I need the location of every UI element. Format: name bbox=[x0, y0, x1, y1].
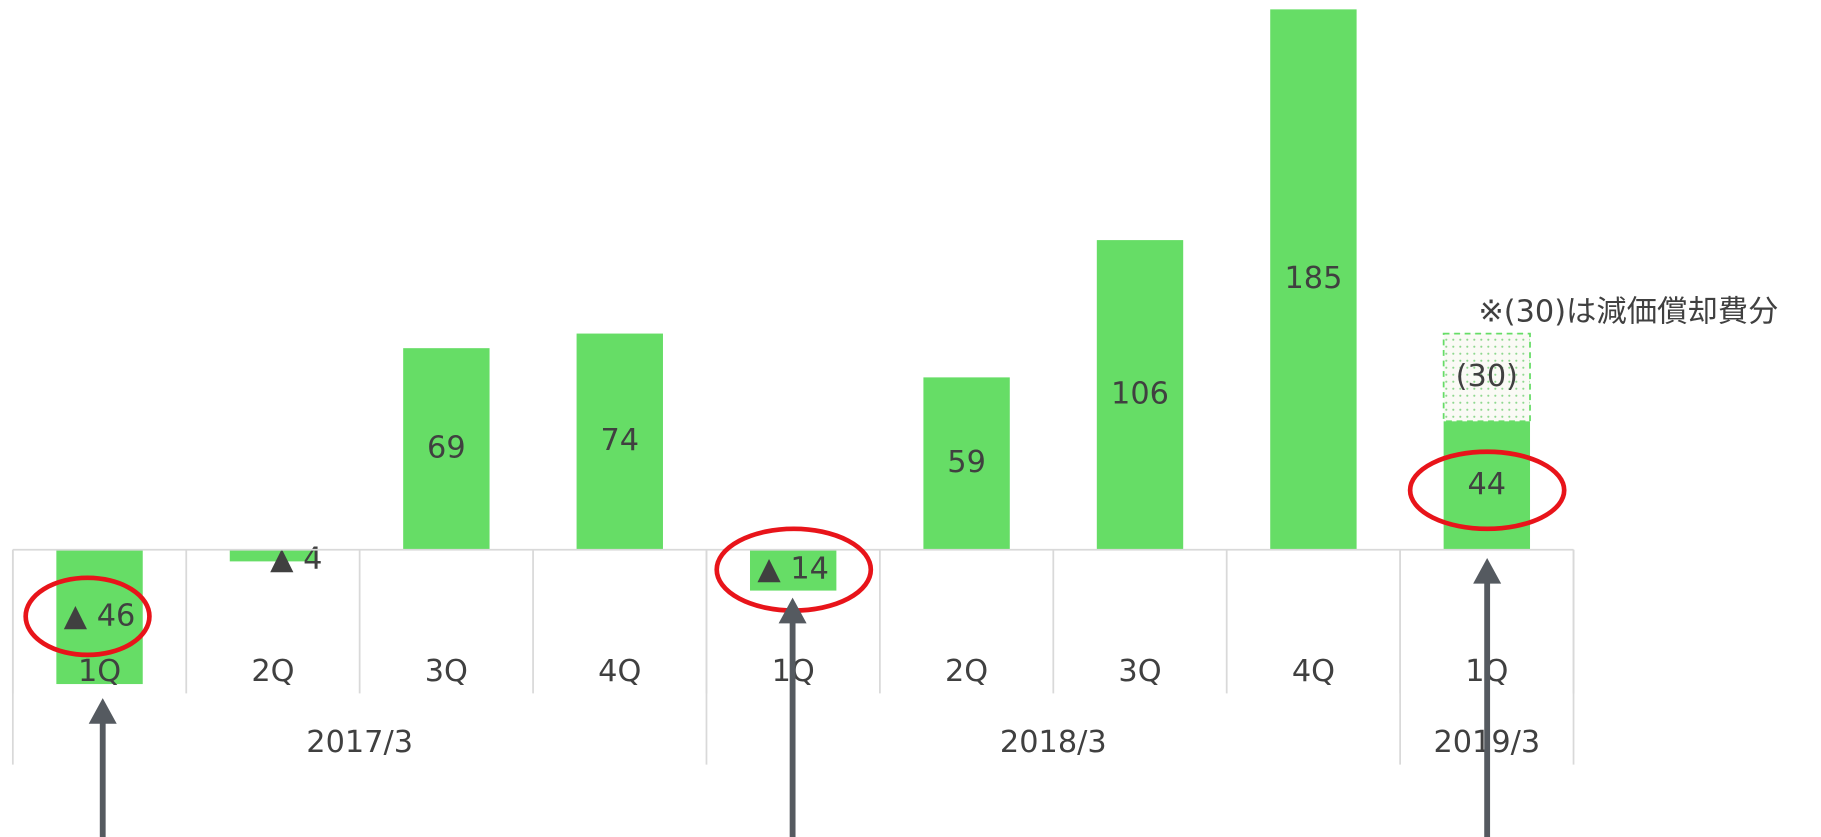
bar bbox=[1096, 240, 1184, 550]
arrow-head bbox=[88, 698, 117, 724]
bar bbox=[923, 377, 1010, 550]
category-label: 2Q bbox=[251, 654, 294, 689]
category-label: 1Q bbox=[78, 654, 121, 689]
category-label: 3Q bbox=[1118, 654, 1161, 689]
depreciation-bar bbox=[1442, 332, 1531, 423]
group-label: 2018/3 bbox=[1000, 725, 1107, 760]
category-label: 4Q bbox=[1292, 654, 1335, 689]
arrow-head bbox=[778, 597, 807, 624]
highlight-ellipse bbox=[23, 575, 152, 658]
category-label: 2Q bbox=[945, 654, 988, 689]
value-label: ▲ 4 bbox=[270, 542, 322, 577]
value-label: 106 bbox=[1111, 376, 1169, 411]
highlight-ellipse bbox=[1407, 449, 1567, 532]
bar bbox=[1270, 9, 1357, 550]
bar bbox=[56, 549, 143, 685]
value-label: ▲ 14 bbox=[757, 552, 829, 587]
category-label: 4Q bbox=[598, 654, 641, 689]
bar bbox=[749, 549, 837, 591]
value-label: 185 bbox=[1284, 261, 1342, 296]
group-label: 2017/3 bbox=[306, 725, 413, 760]
bar bbox=[229, 549, 317, 562]
bar bbox=[403, 348, 490, 550]
value-label: 74 bbox=[600, 423, 639, 458]
value-label: 59 bbox=[947, 445, 986, 480]
value-label: 44 bbox=[1468, 467, 1507, 502]
bar bbox=[576, 333, 663, 550]
value-label: ▲ 46 bbox=[64, 598, 136, 633]
value-label: 69 bbox=[427, 430, 466, 465]
category-label: 3Q bbox=[425, 654, 468, 689]
arrow-head bbox=[1473, 557, 1502, 584]
note: ※(30)は減価償却費分 bbox=[1478, 294, 1778, 329]
depreciation-label: (30) bbox=[1456, 359, 1518, 394]
annotations bbox=[23, 449, 1567, 837]
